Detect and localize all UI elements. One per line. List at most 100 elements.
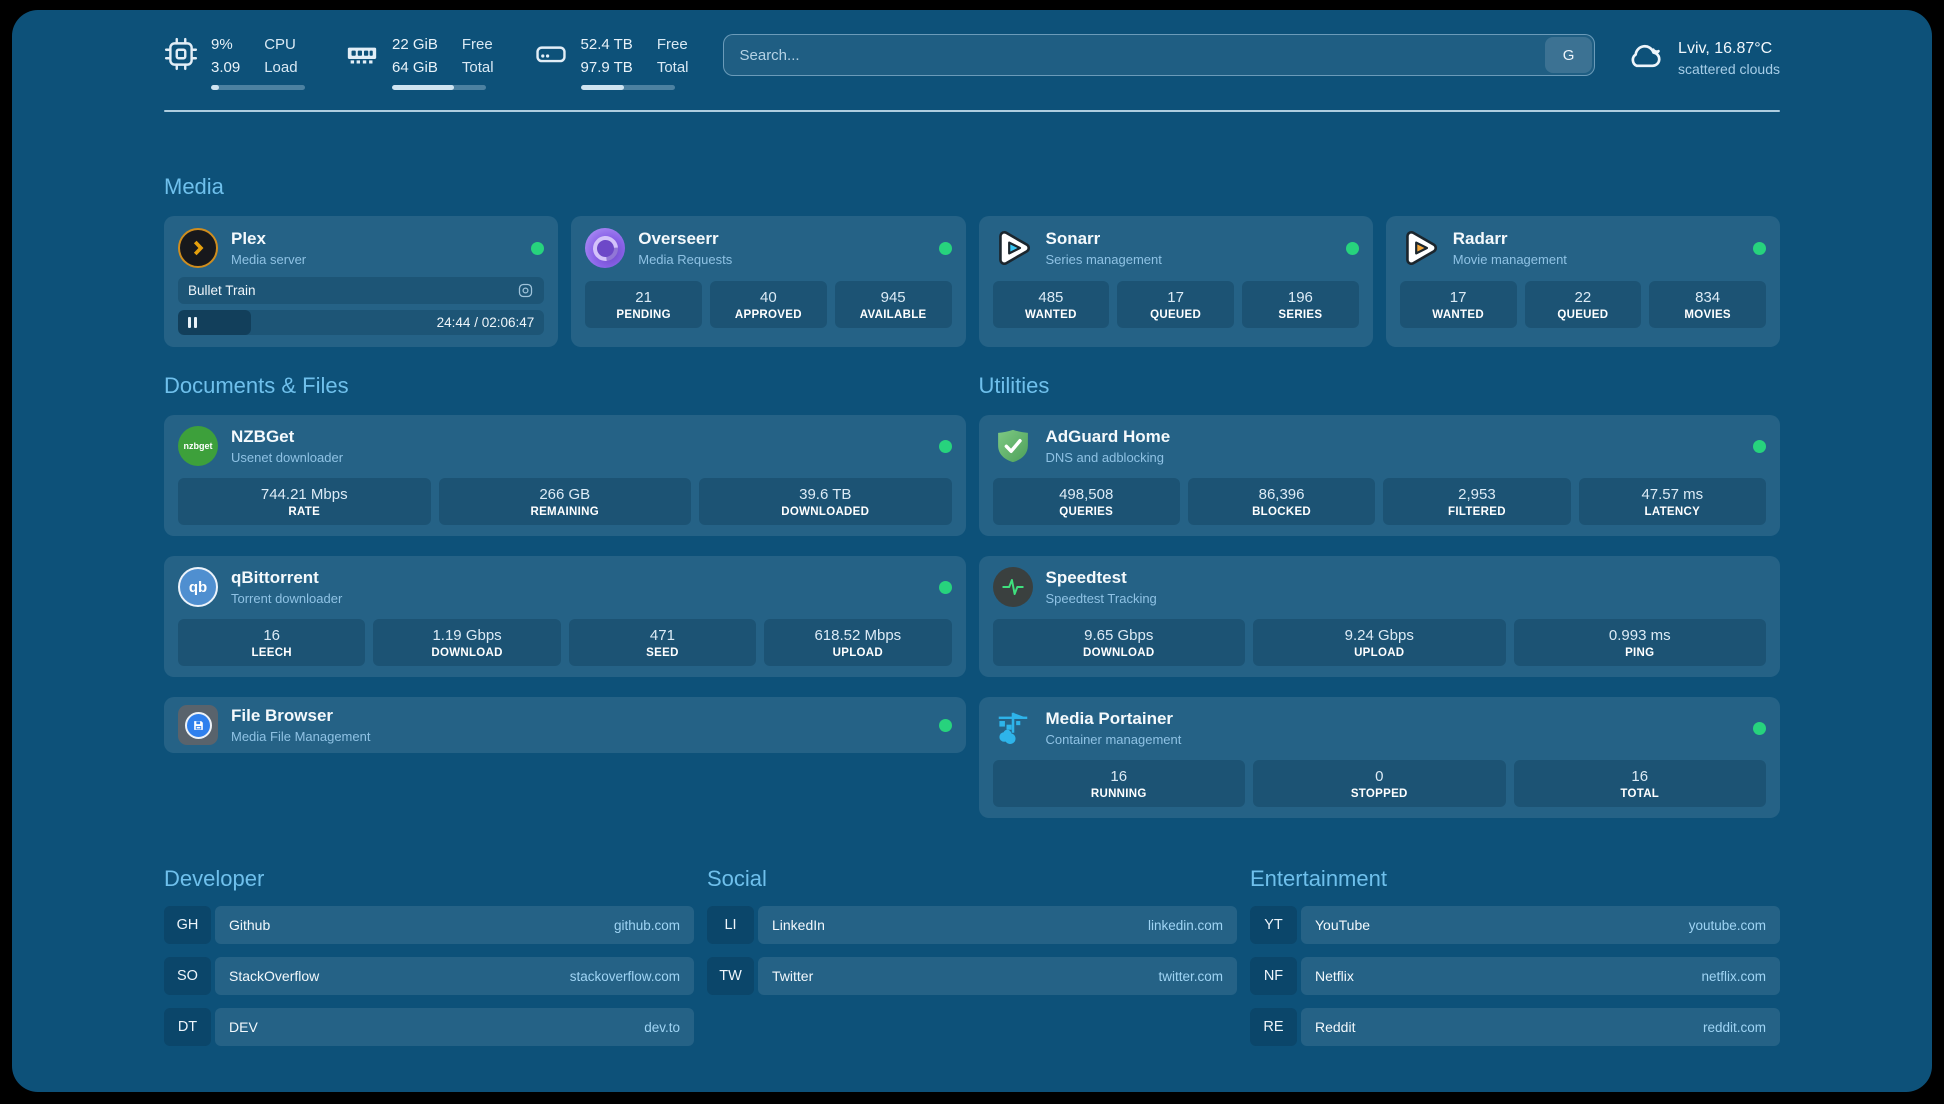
nzbget-card[interactable]: nzbget NZBGet Usenet downloader 744.21 M… — [164, 415, 966, 536]
bookmark-stackoverflow[interactable]: SO StackOverflow stackoverflow.com — [164, 957, 694, 995]
qbittorrent-card[interactable]: qb qBittorrent Torrent downloader 16 LEEC… — [164, 556, 966, 677]
app-name: AdGuard Home — [1045, 427, 1171, 446]
app-description: Series management — [1045, 252, 1162, 267]
stat-remaining: 266 GB REMAINING — [438, 478, 691, 525]
app-name: Radarr — [1452, 229, 1508, 248]
bookmark-dev[interactable]: DT DEV dev.to — [164, 1008, 694, 1046]
stat-total: 16 TOTAL — [1513, 760, 1766, 807]
stat-pending: 21 PENDING — [585, 281, 702, 328]
entertainment-column: Entertainment YT YouTube youtube.com NF N… — [1250, 866, 1780, 1046]
adguard-icon — [993, 426, 1033, 466]
radarr-card[interactable]: Radarr Movie management 17 WANTED 22 QUEUE… — [1385, 216, 1780, 347]
header-divider — [164, 110, 1780, 112]
stat-ping: 0.993 ms PING — [1513, 619, 1766, 666]
cpu-meter — [211, 85, 305, 90]
portainer-card[interactable]: Media Portainer Container management 16 R… — [978, 697, 1780, 818]
status-dot — [1753, 439, 1766, 453]
section-title-utilities: Utilities — [978, 373, 1050, 398]
weather-location-temp: Lviv, 16.87°C — [1678, 40, 1773, 58]
filebrowser-icon — [178, 705, 218, 745]
section-title-entertainment: Entertainment — [1250, 866, 1387, 891]
memory-icon — [345, 37, 379, 71]
section-title-media: Media — [164, 174, 224, 199]
section-title-social: Social — [707, 866, 767, 891]
app-description: Speedtest Tracking — [1045, 591, 1157, 606]
utilities-column: Utilities AdGuard Home DNS and adblockin… — [978, 347, 1780, 818]
stat-seed: 471 SEED — [568, 619, 757, 666]
portainer-icon — [993, 708, 1033, 748]
app-name: NZBGet — [231, 427, 295, 446]
session-settings-icon[interactable] — [517, 282, 534, 299]
disk-labels: Free Total — [656, 36, 689, 76]
search-engine-button[interactable]: G — [1545, 37, 1593, 73]
bookmark-name: Twitter — [772, 968, 814, 984]
adguard-card[interactable]: AdGuard Home DNS and adblocking 498,508 Q… — [978, 415, 1780, 536]
bookmark-abbr: YT — [1250, 906, 1297, 944]
radarr-icon — [1400, 228, 1440, 268]
app-description: Usenet downloader — [231, 450, 344, 465]
bookmark-abbr: LI — [707, 906, 754, 944]
nzbget-icon: nzbget — [178, 426, 218, 466]
stat-downloaded: 39.6 TB DOWNLOADED — [699, 478, 952, 525]
overseerr-icon — [585, 228, 626, 268]
status-dot — [1753, 241, 1766, 255]
stat-upload: 9.24 Gbps UPLOAD — [1253, 619, 1506, 666]
pause-icon[interactable] — [188, 317, 197, 328]
bookmark-netflix[interactable]: NF Netflix netflix.com — [1250, 957, 1780, 995]
bookmark-name: LinkedIn — [772, 917, 825, 933]
search-input[interactable] — [722, 34, 1596, 76]
bookmark-twitter[interactable]: TW Twitter twitter.com — [707, 957, 1237, 995]
search-bar: G — [722, 34, 1596, 76]
bookmark-abbr: GH — [164, 906, 211, 944]
app-name: Speedtest — [1045, 568, 1127, 587]
stat-approved: 40 APPROVED — [710, 281, 827, 328]
section-title-documents-files: Documents & Files — [164, 373, 349, 398]
weather-condition: scattered clouds — [1678, 60, 1780, 77]
status-dot — [938, 718, 952, 732]
stat-queued: 22 QUEUED — [1524, 281, 1642, 328]
stat-latency: 47.57 ms LATENCY — [1578, 478, 1766, 525]
app-description: Movie management — [1452, 252, 1567, 267]
cpu-values: 9% 3.09 — [211, 36, 241, 76]
stat-upload: 618.52 Mbps UPLOAD — [764, 619, 952, 666]
overseerr-card[interactable]: Overseerr Media Requests 21 PENDING 40 APP… — [571, 216, 966, 347]
plex-card[interactable]: Plex Media server Bullet Train 24:44 / 0… — [164, 216, 559, 347]
bookmark-youtube[interactable]: YT YouTube youtube.com — [1250, 906, 1780, 944]
sonarr-icon — [993, 228, 1033, 268]
bookmark-name: Github — [229, 917, 271, 933]
bookmark-name: YouTube — [1315, 917, 1371, 933]
disk-stat: 52.4 TB 97.9 TB Free Total — [534, 34, 689, 90]
stat-movies: 834 MOVIES — [1649, 281, 1766, 328]
bookmark-reddit[interactable]: RE Reddit reddit.com — [1250, 1008, 1780, 1046]
bookmark-url: stackoverflow.com — [569, 968, 680, 984]
app-name: Media Portainer — [1045, 709, 1174, 728]
status-dot — [531, 241, 545, 255]
stat-queued: 17 QUEUED — [1117, 281, 1234, 328]
stat-wanted: 17 WANTED — [1399, 281, 1517, 328]
stat-download: 1.19 Gbps DOWNLOAD — [373, 619, 561, 666]
sonarr-card[interactable]: Sonarr Series management 485 WANTED 17 QUE… — [978, 216, 1373, 347]
speedtest-card[interactable]: Speedtest Speedtest Tracking 9.65 Gbps DO… — [978, 556, 1780, 677]
stat-queries: 498,508 QUERIES — [992, 478, 1180, 525]
bookmark-url: reddit.com — [1702, 1019, 1766, 1035]
stat-available: 945 AVAILABLE — [834, 281, 952, 328]
status-dot — [938, 241, 952, 255]
cloud-icon — [1625, 35, 1665, 80]
bookmark-github[interactable]: GH Github github.com — [164, 906, 694, 944]
memory-meter — [392, 85, 486, 90]
system-stats: 9% 3.09 CPU Load — [164, 34, 689, 90]
app-description: DNS and adblocking — [1045, 450, 1165, 465]
bookmark-url: twitter.com — [1158, 968, 1223, 984]
stat-stopped: 0 STOPPED — [1253, 760, 1506, 807]
media-grid: Plex Media server Bullet Train 24:44 / 0… — [164, 216, 1780, 347]
playback-progress-bar[interactable]: 24:44 / 02:06:47 — [178, 310, 545, 335]
filebrowser-card[interactable]: File Browser Media File Management — [164, 697, 966, 753]
stat-running: 16 RUNNING — [992, 760, 1245, 807]
bookmark-name: StackOverflow — [229, 968, 320, 984]
bookmark-name: Reddit — [1315, 1019, 1356, 1035]
bookmark-abbr: DT — [164, 1008, 211, 1046]
bookmark-url: dev.to — [644, 1019, 680, 1035]
bookmark-linkedin[interactable]: LI LinkedIn linkedin.com — [707, 906, 1237, 944]
bookmark-url: youtube.com — [1688, 917, 1766, 933]
qbittorrent-icon: qb — [178, 567, 218, 607]
